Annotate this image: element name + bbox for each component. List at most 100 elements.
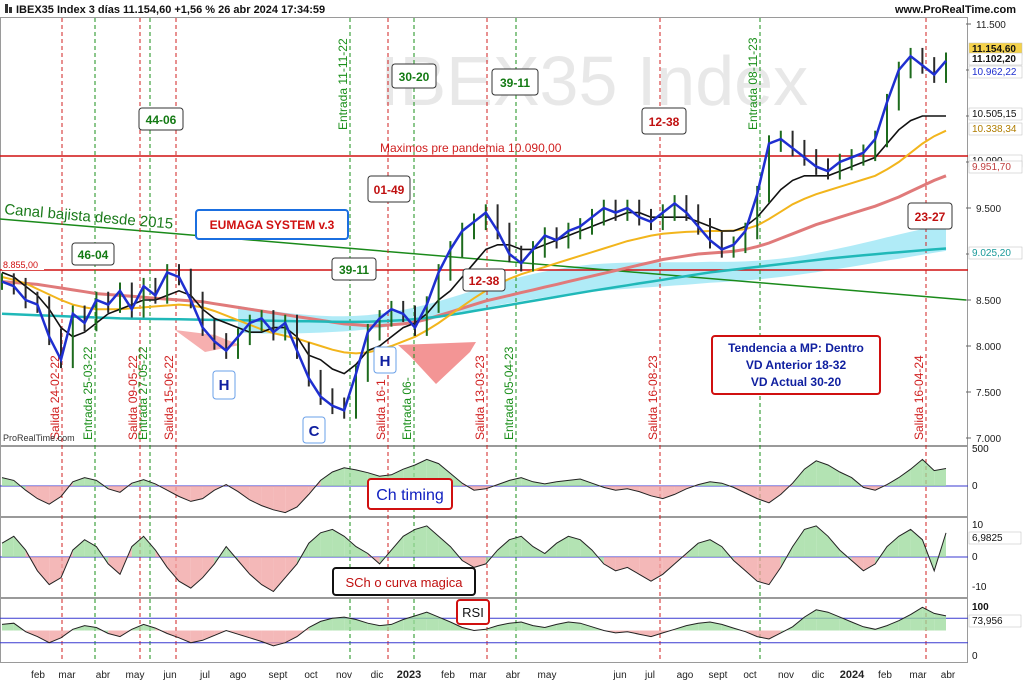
svg-text:46-04: 46-04 <box>78 248 109 262</box>
indicator-area <box>344 617 356 631</box>
time-axis-label: feb <box>441 670 455 681</box>
indicator-area <box>698 621 710 631</box>
indicator-area <box>792 617 805 631</box>
indicator-area <box>533 625 545 631</box>
indicator-area <box>580 539 592 557</box>
indicator-area <box>804 525 817 557</box>
wave-label: H <box>212 370 236 400</box>
trend-line-3: VD Actual 30-20 <box>751 375 842 389</box>
indicator-area <box>780 626 793 633</box>
time-axis-label: abr <box>96 670 111 681</box>
indicator-area <box>13 536 26 557</box>
indicator-tick-label: 73,956 <box>972 616 1003 627</box>
indicator-area <box>297 627 309 637</box>
price-line <box>1 54 947 413</box>
indicator-area <box>769 630 781 640</box>
wave-label: C <box>302 416 326 444</box>
svg-text:39-11: 39-11 <box>500 76 530 90</box>
time-axis-label: nov <box>336 670 352 681</box>
indicator-area <box>49 486 61 505</box>
time-axis-label: feb <box>878 670 892 681</box>
indicator-area <box>662 557 675 575</box>
indicator-area <box>84 625 97 631</box>
indicator-area <box>415 612 427 631</box>
indicator-area <box>37 630 50 643</box>
price-tag-label: 10.338,34 <box>972 124 1017 135</box>
indicator-area <box>202 557 215 578</box>
indicator-area <box>261 486 274 510</box>
indicator-area <box>332 617 345 631</box>
indicator-area <box>131 536 144 557</box>
indicator-area <box>603 557 616 571</box>
indicator-area <box>261 557 274 592</box>
time-axis-label: 2023 <box>397 669 421 681</box>
indicator-area <box>639 630 651 637</box>
ch-timing-box <box>367 478 453 510</box>
indicator-area <box>285 557 297 578</box>
indicator-tick-label: -10 <box>972 582 987 593</box>
ch-timing-label: Ch timing <box>376 487 444 504</box>
indicator-area <box>391 536 404 557</box>
rsi-label: RSI <box>462 605 484 620</box>
indicator-area <box>72 539 85 557</box>
time-axis-label: ago <box>230 670 247 681</box>
header: IBEX35 Index 3 días 11.154,60 +1,56 % 26… <box>0 0 1024 17</box>
trend-line-1: Tendencia a MP: Dentro <box>728 341 864 355</box>
indicator-area <box>356 469 368 486</box>
indicator-area <box>639 486 651 496</box>
watermark: IBEX35 Index <box>380 42 808 120</box>
bearish-cloud-patch <box>398 342 476 384</box>
right-axis: 11.50011.00010.50010.0009.5009.0008.5008… <box>966 20 1023 662</box>
indicator-area <box>910 529 923 557</box>
indicator-area <box>2 536 14 557</box>
indicator-area <box>804 460 817 486</box>
header-title: IBEX35 Index 3 días 11.154,60 +1,56 % 26… <box>16 4 325 16</box>
indicator-area <box>521 477 533 486</box>
trend-box <box>711 335 881 395</box>
exit-date-label: Salida 24-02-22 <box>48 355 62 440</box>
indicator-area <box>332 467 345 486</box>
indicator-area <box>934 613 946 631</box>
score-box: 46-04 <box>71 242 115 266</box>
indicator-area <box>898 469 911 486</box>
indicator-area <box>674 486 687 495</box>
score-box: 01-49 <box>367 175 411 203</box>
indicator-area <box>438 536 451 557</box>
score-box: 12-38 <box>641 107 687 135</box>
axis-tick-label: 8.500 <box>976 296 1001 307</box>
indicator-area <box>887 620 899 631</box>
time-axis-label: jun <box>612 670 626 681</box>
indicator-area <box>792 529 805 557</box>
exit-date-label: Salida 16-04-24 <box>912 355 926 440</box>
ichimoku-cloud <box>238 224 946 334</box>
time-axis-label: mar <box>909 670 927 681</box>
indicator-area <box>733 557 746 571</box>
exit-date-label: Salida 16-08-23 <box>646 355 660 440</box>
indicator-area <box>521 536 533 557</box>
sch-label: SCh o curva magica <box>345 575 463 590</box>
indicator-area <box>828 612 840 631</box>
indicator-area <box>273 630 286 646</box>
price-tag-label: 10.505,15 <box>972 109 1017 120</box>
price-tag-label: 11.102,20 <box>972 54 1016 65</box>
wave-label: H <box>373 346 397 374</box>
indicator-area <box>839 617 852 631</box>
time-axis-label: may <box>538 670 557 681</box>
time-axis-label: mar <box>469 670 487 681</box>
indicator-area <box>49 557 61 585</box>
price-tag <box>968 160 1023 174</box>
indicator-area <box>308 532 321 557</box>
indicator-area <box>898 614 911 631</box>
indicator-area <box>37 557 50 585</box>
cyan-ma-line <box>1 247 947 324</box>
time-axis-label: jul <box>644 670 655 681</box>
exit-date-label: Salida 16-1 <box>374 379 388 440</box>
indicator-area <box>887 536 899 557</box>
indicator-area <box>757 557 769 585</box>
time-axis-label: jun <box>162 670 176 681</box>
svg-text:23-27: 23-27 <box>915 210 946 224</box>
indicator-area <box>544 543 557 557</box>
indicator-line <box>1 606 947 647</box>
indicator-area <box>462 557 474 568</box>
